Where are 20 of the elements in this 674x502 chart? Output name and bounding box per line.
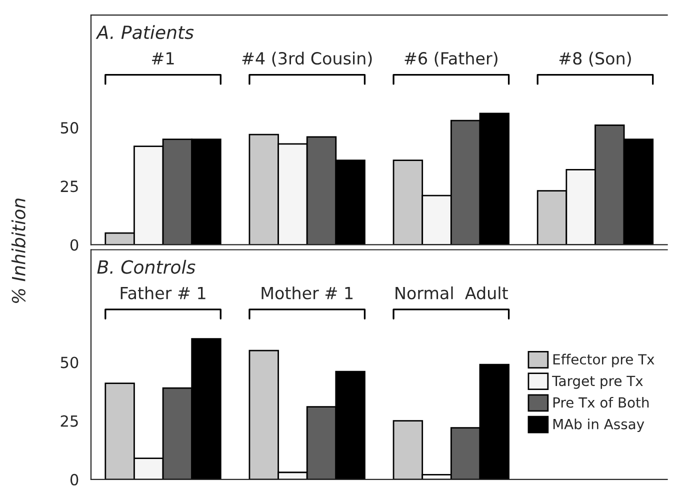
category-label: Father # 1 <box>120 286 206 300</box>
category-label: Mother # 1 <box>262 286 353 300</box>
y-tick-label: 0 <box>70 239 78 251</box>
legend-label: Effector pre Tx <box>553 354 654 368</box>
category-label: Normal Adult <box>396 286 508 300</box>
y-tick-label: 50 <box>60 122 78 134</box>
y-tick-label: 50 <box>60 356 78 368</box>
chart-title: B. Controls <box>97 260 196 274</box>
category-label: #8 (Son) <box>559 52 631 67</box>
y-axis-title: % Inhibition <box>11 198 26 303</box>
y-tick-label: 25 <box>60 180 78 192</box>
legend-label: MAb in Assay <box>553 418 644 432</box>
category-label: #1 <box>152 52 174 64</box>
legend-label: Pre Tx of Both <box>553 397 649 408</box>
chart-title: A. Patients <box>96 25 194 40</box>
category-label: #6 (Father) <box>404 52 498 67</box>
category-label: #4 (3rd Cousin) <box>242 52 372 67</box>
y-tick-label: 0 <box>70 474 78 486</box>
y-tick-label: 25 <box>60 415 78 427</box>
legend-label: Target pre Tx <box>552 376 643 389</box>
